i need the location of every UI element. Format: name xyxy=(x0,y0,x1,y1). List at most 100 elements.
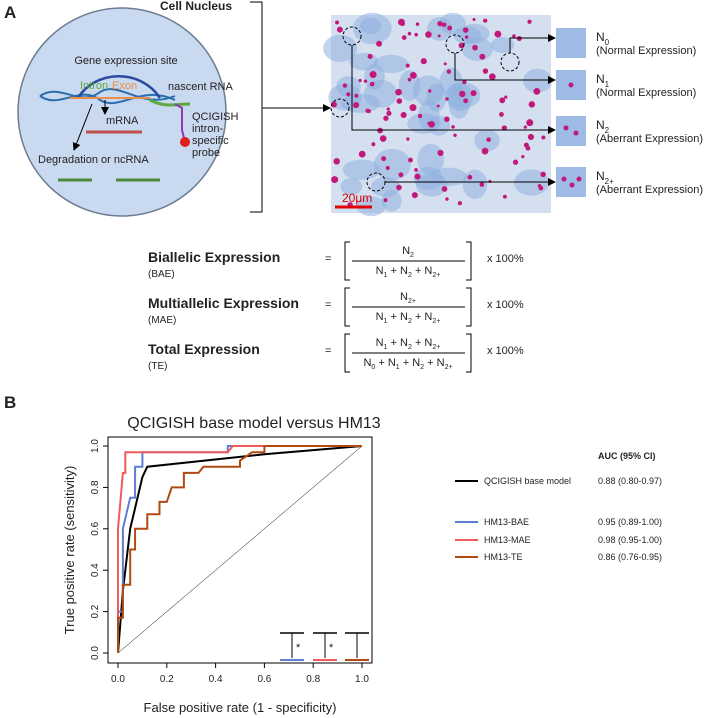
signal-dot xyxy=(428,89,432,93)
signal-dot xyxy=(414,32,419,37)
thumbnail xyxy=(556,116,586,146)
subscript: 2+ xyxy=(445,364,453,371)
arrow xyxy=(351,45,556,134)
highlight xyxy=(342,26,362,46)
legend-label: HM13-MAE xyxy=(484,535,531,545)
signal-dot xyxy=(494,30,502,38)
term: + N xyxy=(424,357,445,369)
signal-dot xyxy=(472,44,478,51)
signal-dot xyxy=(467,174,473,180)
signal-dot xyxy=(369,81,375,87)
subscript: 2+ xyxy=(605,177,614,186)
category-description: (Normal Expression) xyxy=(596,45,696,57)
signal-dot xyxy=(533,88,541,95)
formula-abbr: (BAE) xyxy=(148,269,175,280)
signal-dot xyxy=(541,135,546,140)
legend-auc: 0.86 (0.76-0.95) xyxy=(598,552,662,562)
signal-dot xyxy=(417,113,423,119)
symbol: N xyxy=(596,30,605,44)
legend-label: HM13-BAE xyxy=(484,517,529,527)
reference-line xyxy=(117,445,363,654)
signal-dot xyxy=(335,20,339,25)
probe-signal xyxy=(180,137,190,147)
subscript: 2 xyxy=(408,344,412,351)
bracket xyxy=(250,1,263,213)
cell xyxy=(407,113,441,134)
term: + N xyxy=(388,337,409,349)
signal-dot xyxy=(414,173,421,180)
subscript: 1 xyxy=(396,364,400,371)
signal-dot xyxy=(358,150,366,158)
signal-dot xyxy=(563,125,569,131)
subscript: 2 xyxy=(420,364,424,371)
symbol: N xyxy=(596,169,605,183)
signal-dot xyxy=(479,53,486,60)
signal-dot xyxy=(333,158,340,165)
signal-dot xyxy=(408,157,413,163)
legend-label: HM13-TE xyxy=(484,552,523,562)
cell xyxy=(323,34,358,62)
signal-dot xyxy=(420,58,427,65)
signal-dot xyxy=(486,137,491,142)
subscript: 1 xyxy=(384,272,388,279)
formula-name: Biallelic Expression xyxy=(148,249,280,265)
signal-dot xyxy=(537,184,542,188)
signal-dot xyxy=(407,77,412,82)
signal-dot xyxy=(436,104,440,108)
subscript: 1 xyxy=(605,80,610,89)
signal-dot xyxy=(354,93,359,98)
signal-dot xyxy=(425,31,432,38)
equals: = xyxy=(325,345,331,357)
signal-dot xyxy=(396,98,403,104)
arrow xyxy=(72,103,93,151)
y-tick-label: 0.2 xyxy=(90,604,101,618)
signal-dot xyxy=(523,125,528,129)
signal-dot xyxy=(463,98,469,104)
plot-frame xyxy=(107,436,373,664)
signal-dot xyxy=(462,27,469,33)
y-tick-label: 0.0 xyxy=(90,646,101,660)
cell xyxy=(336,76,361,97)
signal-dot xyxy=(369,71,377,79)
term: N xyxy=(400,291,408,303)
signal-dot xyxy=(445,197,449,201)
nucleus-title: Cell Nucleus xyxy=(160,0,232,13)
signal-dot xyxy=(573,130,579,136)
term: N xyxy=(376,265,384,277)
signal-dot xyxy=(464,35,469,39)
probe-label: intron- xyxy=(192,123,224,135)
category-description: (Aberrant Expression) xyxy=(596,184,703,196)
signal-dot xyxy=(561,176,567,182)
symbol: N xyxy=(596,118,605,132)
signal-dot xyxy=(406,137,410,141)
signal-dot xyxy=(415,22,420,26)
signal-dot xyxy=(441,22,447,28)
subscript: 2 xyxy=(410,252,414,259)
site-label: Gene expression site xyxy=(74,55,177,67)
subscript: 2+ xyxy=(432,272,440,279)
signal-dot xyxy=(409,71,417,79)
signal-dot xyxy=(445,97,449,101)
formula-abbr: (MAE) xyxy=(148,315,176,326)
cell xyxy=(373,148,411,181)
subscript: 2 xyxy=(408,272,412,279)
mrna-label: mRNA xyxy=(106,115,139,127)
bracket xyxy=(344,241,472,281)
x-tick-label: 0.4 xyxy=(209,674,223,685)
signal-dot xyxy=(499,112,504,117)
roc-curve xyxy=(117,445,362,653)
cell xyxy=(523,68,552,93)
cell xyxy=(490,36,515,53)
signal-dot xyxy=(405,63,410,68)
cell xyxy=(453,26,482,45)
x-tick-label: 0.6 xyxy=(257,674,271,685)
legend-auc: 0.88 (0.80-0.97) xyxy=(598,476,662,486)
formula-term: N0 + N1 + N2 + N2+ xyxy=(363,357,452,371)
formula-term: N1 + N2 + N2+ xyxy=(376,265,441,279)
subscript: 0 xyxy=(605,38,610,47)
factor: x 100% xyxy=(487,299,524,311)
signal-dot xyxy=(386,107,390,111)
signal-dot xyxy=(407,31,412,36)
signal-dot xyxy=(383,115,389,121)
